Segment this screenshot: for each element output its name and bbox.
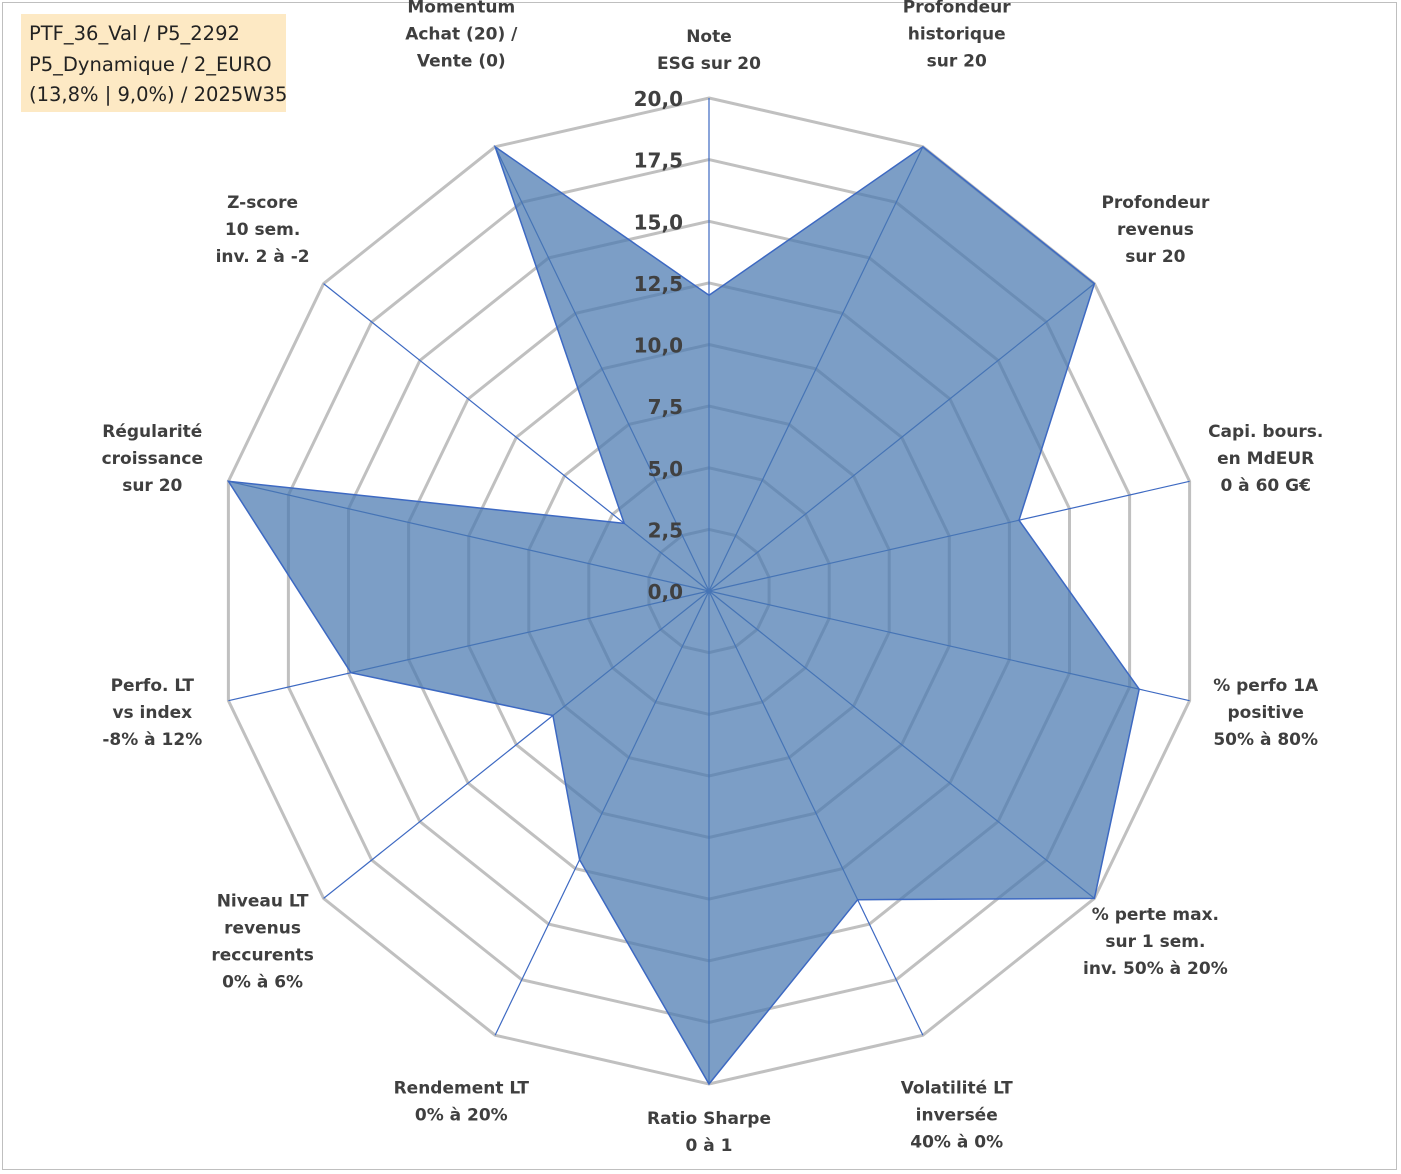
axis-label-line: 10 sem.: [225, 220, 300, 240]
axis-label-line: sur 20: [927, 52, 987, 72]
tick-label: 7,5: [648, 395, 683, 419]
axis-label-line: -8% à 12%: [102, 730, 202, 750]
axis-label-line: reccurents: [211, 946, 313, 966]
series-area: [226, 144, 1141, 1086]
axis-label-line: positive: [1228, 703, 1304, 723]
axis-label-line: Profondeur: [1101, 193, 1210, 213]
axis-label-line: % perfo 1A: [1213, 676, 1319, 696]
axis-label-line: Profondeur: [903, 0, 1012, 18]
axis-label-line: revenus: [1117, 220, 1194, 240]
axis-label-line: Ratio Sharpe: [647, 1109, 771, 1129]
axis-label: Note ESG sur 20: [657, 27, 761, 74]
axis-label-line: Niveau LT: [217, 892, 309, 912]
axis-label-line: Note: [686, 27, 732, 47]
axis-label: Niveau LT revenus reccurents 0% à 6%: [211, 892, 313, 993]
tick-label: 12,5: [634, 272, 683, 296]
axis-label: Régularité croissance sur 20: [102, 422, 203, 496]
axis-label: Profondeur revenus sur 20: [1101, 193, 1210, 267]
axis-label: Volatilité LT inversée 40% à 0%: [901, 1079, 1013, 1153]
tick-label: 0,0: [648, 580, 683, 604]
axis-label-line: inv. 2 à -2: [216, 247, 310, 267]
axis-label-line: 0% à 20%: [415, 1106, 508, 1126]
tick-label: 5,0: [648, 457, 683, 481]
axis-label-line: revenus: [224, 919, 301, 939]
axis-label-line: sur 1 sem.: [1105, 932, 1205, 952]
axis-label: Rendement LT 0% à 20%: [394, 1079, 530, 1126]
axis-label-line: inversée: [916, 1106, 998, 1126]
radar-axis-labels: Note ESG sur 20 Profondeur historique sur 20…: [102, 0, 1324, 1156]
tick-label: 2,5: [648, 518, 683, 542]
axis-label: % perfo 1A positive 50% à 80%: [1213, 676, 1319, 750]
info-line-stats: (13,8% | 9,0%) / 2025W35: [29, 83, 288, 106]
axis-label-line: 40% à 0%: [910, 1133, 1003, 1153]
axis-label-line: Momentum: [407, 0, 515, 18]
axis-label: % perte max. sur 1 sem. inv. 50% à 20%: [1083, 905, 1228, 979]
info-line-portfolio: PTF_36_Val / P5_2292: [29, 22, 240, 45]
axis-label-line: croissance: [102, 449, 203, 469]
axis-label-line: inv. 50% à 20%: [1083, 959, 1228, 979]
axis-label-line: 50% à 80%: [1213, 730, 1318, 750]
axis-label: Ratio Sharpe 0 à 1: [647, 1109, 771, 1156]
axis-label-line: Volatilité LT: [901, 1079, 1013, 1099]
axis-label-line: historique: [908, 25, 1006, 45]
axis-label-line: 0 à 60 G€: [1220, 476, 1311, 496]
axis-label-line: sur 20: [1125, 247, 1185, 267]
axis-label-line: ESG sur 20: [657, 54, 761, 74]
axis-label: Perfo. LT vs index -8% à 12%: [102, 676, 202, 750]
axis-label-line: 0% à 6%: [222, 973, 303, 993]
axis-label: Capi. bours. en MdEUR 0 à 60 G€: [1208, 422, 1323, 496]
axis-label-line: Capi. bours.: [1208, 422, 1323, 442]
tick-label: 17,5: [634, 149, 683, 173]
axis-label-line: vs index: [112, 703, 192, 723]
axis-label-line: Achat (20) /: [405, 25, 518, 45]
axis-label: Momentum Achat (20) / Vente (0): [405, 0, 518, 72]
axis-label: Profondeur historique sur 20: [903, 0, 1012, 72]
axis-label-line: % perte max.: [1092, 905, 1219, 925]
tick-label: 10,0: [634, 334, 683, 358]
axis-label-line: sur 20: [122, 476, 182, 496]
radar-tick-labels: 0,0 2,5 5,0 7,5 10,0 12,5 15,0 17,5 20,0: [634, 87, 683, 604]
axis-label-line: Vente (0): [417, 52, 506, 72]
axis-label-line: 0 à 1: [686, 1136, 733, 1156]
portfolio-info-box: PTF_36_Val / P5_2292 P5_Dynamique / 2_EU…: [21, 14, 288, 112]
tick-label: 20,0: [634, 87, 683, 111]
axis-label: Z-score 10 sem. inv. 2 à -2: [216, 193, 310, 267]
tick-label: 15,0: [634, 210, 683, 234]
axis-label-line: Régularité: [102, 422, 202, 442]
axis-label-line: Rendement LT: [394, 1079, 530, 1099]
axis-label-line: Perfo. LT: [111, 676, 195, 696]
radar-series: [226, 144, 1141, 1086]
axis-label-line: Z-score: [227, 193, 298, 213]
info-line-profile: P5_Dynamique / 2_EURO: [29, 52, 272, 76]
axis-label-line: en MdEUR: [1217, 449, 1314, 469]
